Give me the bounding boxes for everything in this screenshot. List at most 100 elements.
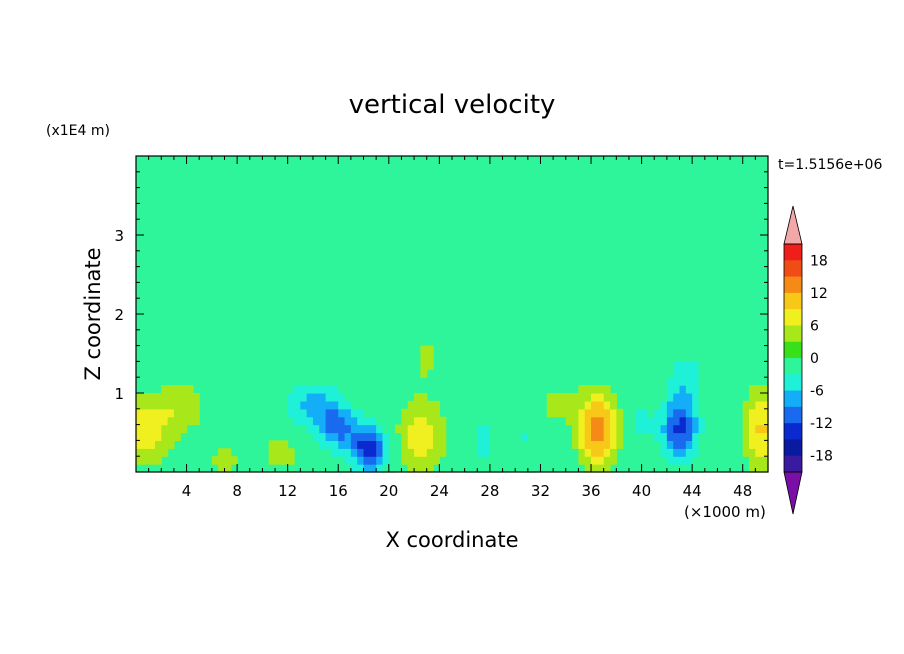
colorbar-band xyxy=(784,439,802,457)
x-tick-label: 36 xyxy=(581,482,600,500)
heatmap-cell xyxy=(319,432,327,441)
heatmap-cell xyxy=(338,393,346,402)
heatmap-cell xyxy=(477,464,485,473)
heatmap-cell xyxy=(142,448,150,457)
heatmap-cell xyxy=(666,377,674,386)
heatmap-cell xyxy=(300,377,308,386)
heatmap-cell xyxy=(325,448,333,457)
heatmap-cell xyxy=(527,424,535,434)
heatmap-cell xyxy=(673,416,681,426)
heatmap-cell xyxy=(679,424,687,434)
heatmap-cell xyxy=(306,400,314,410)
heatmap-cell xyxy=(521,440,529,449)
heatmap-cell xyxy=(749,393,756,402)
heatmap-cell xyxy=(628,424,636,434)
heatmap-cell xyxy=(755,448,763,457)
heatmap-cell xyxy=(685,416,693,426)
heatmap-cell xyxy=(275,377,282,386)
heatmap-cell xyxy=(306,369,314,378)
heatmap-cell xyxy=(546,400,554,410)
y-tick-label: 2 xyxy=(114,306,124,324)
heatmap-cell xyxy=(477,424,485,434)
heatmap-cell xyxy=(749,424,756,434)
heatmap-cell xyxy=(294,385,301,394)
heatmap-cell xyxy=(464,416,472,426)
heatmap-cell xyxy=(515,432,523,441)
heatmap-cell xyxy=(698,440,706,449)
colorbar-tick-label: 6 xyxy=(810,318,819,334)
heatmap-cell xyxy=(306,393,314,402)
heatmap-cell xyxy=(350,448,358,457)
heatmap-cell xyxy=(426,424,434,434)
y-unit-label: (x1E4 m) xyxy=(46,123,110,139)
heatmap-cell xyxy=(281,393,289,402)
heatmap-cell xyxy=(142,393,150,402)
heatmap-cell xyxy=(268,393,276,402)
heatmap-cell xyxy=(584,456,592,465)
heatmap-cell xyxy=(161,416,169,426)
heatmap-cell xyxy=(584,440,592,449)
heatmap-cell xyxy=(376,408,384,418)
heatmap-cell xyxy=(660,432,668,441)
heatmap-cell xyxy=(319,393,327,402)
heatmap-cell xyxy=(679,385,687,394)
heatmap-cell xyxy=(521,432,529,441)
heatmap-cell xyxy=(761,408,769,418)
heatmap-cell xyxy=(401,424,409,434)
heatmap-cell xyxy=(704,408,712,418)
heatmap-cell xyxy=(192,400,200,410)
heatmap-cell xyxy=(578,408,586,418)
heatmap-cell xyxy=(578,416,586,426)
heatmap-cell xyxy=(704,440,712,449)
heatmap-cell xyxy=(312,400,320,410)
heatmap-cell xyxy=(344,464,352,473)
heatmap-cell xyxy=(521,424,529,434)
heatmap-cell xyxy=(647,432,655,441)
heatmap-cell xyxy=(275,408,282,418)
heatmap-cell xyxy=(161,424,169,434)
heatmap-cell xyxy=(483,400,491,410)
heatmap-cell xyxy=(704,361,712,370)
heatmap-cell xyxy=(755,464,763,473)
heatmap-cell xyxy=(376,432,384,441)
heatmap-cell xyxy=(331,377,339,386)
heatmap-cell xyxy=(578,400,586,410)
colorbar-tick-label: 0 xyxy=(810,351,819,367)
heatmap-cell xyxy=(420,416,428,426)
heatmap-cell xyxy=(673,464,681,473)
heatmap-cell xyxy=(470,424,478,434)
heatmap-cell xyxy=(148,456,156,465)
heatmap-cell xyxy=(572,432,579,441)
heatmap-cell xyxy=(350,456,358,465)
heatmap-cell xyxy=(426,400,434,410)
heatmap-cell xyxy=(628,400,636,410)
heatmap-cell xyxy=(312,408,320,418)
heatmap-cell xyxy=(534,440,542,449)
heatmap-cell xyxy=(685,377,693,386)
heatmap-cell xyxy=(489,416,497,426)
heatmap-cell xyxy=(268,385,276,394)
heatmap-cell xyxy=(749,456,756,465)
heatmap-cell xyxy=(654,385,662,394)
heatmap-cell xyxy=(749,416,756,426)
heatmap-cell xyxy=(527,448,535,457)
heatmap-cell xyxy=(685,448,693,457)
heatmap-cell xyxy=(654,456,662,465)
heatmap-cell xyxy=(433,448,440,457)
heatmap-cell xyxy=(420,369,428,378)
heatmap-cell xyxy=(584,408,592,418)
heatmap-cell xyxy=(136,448,143,457)
heatmap-cell xyxy=(692,400,700,410)
heatmap-cell xyxy=(515,416,523,426)
heatmap-cell xyxy=(433,408,440,418)
heatmap-cell xyxy=(692,361,700,370)
heatmap-cell xyxy=(420,464,428,473)
heatmap-cell xyxy=(426,432,434,441)
heatmap-cell xyxy=(755,385,763,394)
heatmap-cell xyxy=(692,432,700,441)
heatmap-cell xyxy=(470,456,478,465)
heatmap-cell xyxy=(692,456,700,465)
heatmap-cell xyxy=(167,416,175,426)
heatmap-cell xyxy=(704,416,712,426)
